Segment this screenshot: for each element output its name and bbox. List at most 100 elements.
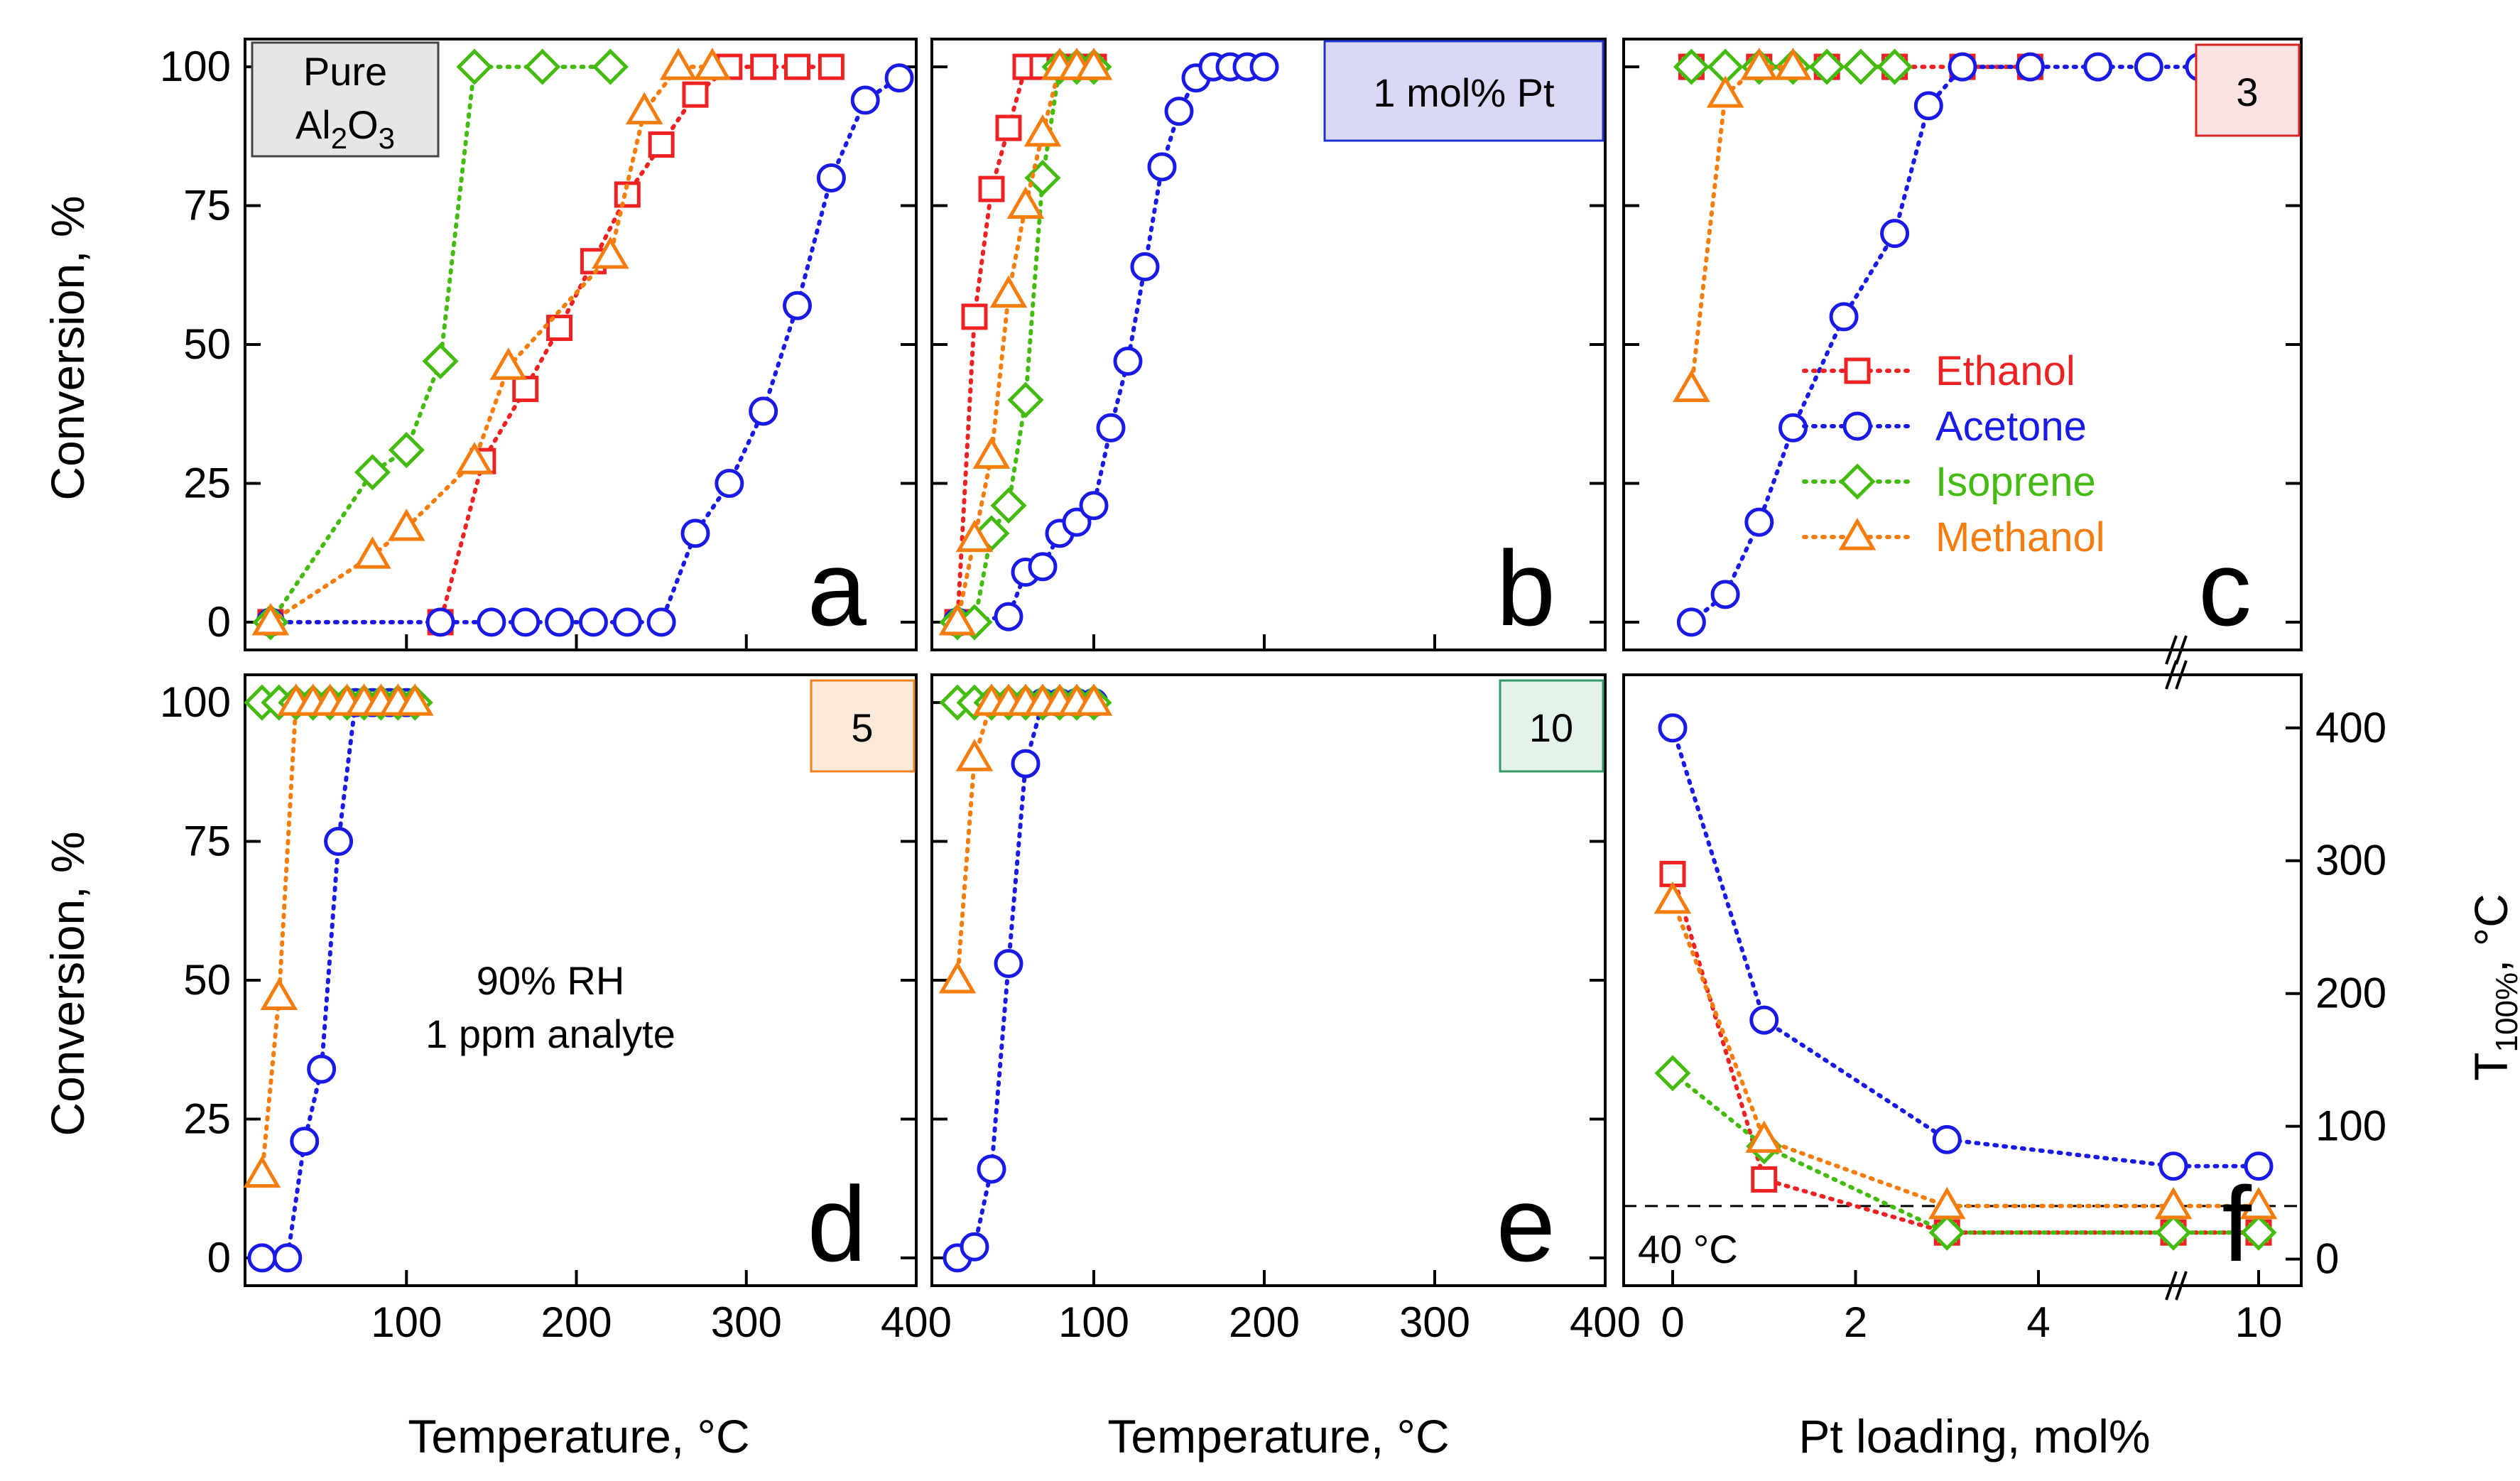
data-point-acetone [511,607,541,637]
data-point-methanol [938,602,977,636]
data-point-acetone [1880,219,1910,249]
data-point-acetone [307,1054,337,1084]
panel-letter: e [1497,1164,1555,1284]
data-point-acetone [749,396,778,426]
data-point-ethanol [961,303,988,330]
panel-f-frame [1622,673,2303,1287]
a-y-tick-label: 0 [207,598,231,646]
badge-box [1499,679,1604,773]
panel-a: 0 25 50 75 100 a Pure Al2O3 [160,38,918,651]
data-point-acetone [545,607,575,637]
series-line-acetone [268,75,902,624]
panel-letter: d [808,1164,867,1284]
series-line-methanol [955,700,1096,982]
data-point-acetone [1778,413,1808,443]
data-point-acetone [612,607,642,637]
data-point-acetone [425,607,455,637]
data-point-acetone [578,607,608,637]
data-point-acetone [994,949,1023,979]
legend-label-ethanol: Ethanol [1935,348,2075,394]
data-point-methanol [260,977,298,1010]
data-point-methanol [1774,48,1812,80]
panel-b: b 1 mol% Pt [930,38,1607,651]
right-axis-label-sub: 100% [2489,972,2520,1053]
badge-line1: Pure [303,49,387,94]
data-point-methanol [1075,683,1113,716]
data-point-methanol [989,275,1028,308]
data-point-methanol [396,683,434,716]
data-point-acetone [2158,1151,2188,1181]
data-point-acetone [1011,749,1041,779]
f-axis-break-mark [2165,1271,2178,1301]
d-y-tick-label: 100 [160,678,231,726]
a-y-tick-label: 25 [183,459,231,506]
data-point-isoprene [990,487,1027,524]
legend-label-isoprene: Isoprene [1935,459,2096,505]
badge-box [251,41,440,158]
data-point-methanol [955,739,994,771]
data-point-acetone [477,607,506,637]
x-axis-label-1: Temperature, °C [408,1410,749,1463]
data-point-acetone [1028,552,1058,582]
data-point-isoprene [1007,381,1044,418]
series-line-methanol [259,700,418,1177]
data-point-acetone [884,63,914,93]
series-line-methanol [955,65,1096,624]
f-axis-break-mark [2175,1271,2188,1301]
e-x-tick-label: 300 [1399,1298,1470,1346]
c-axis-break-mark [2165,635,2178,665]
data-point-isoprene [1928,1214,1965,1251]
series-line-acetone [259,700,409,1260]
right-axis-label: T100%, °C [2465,894,2520,1081]
data-point-methanol [938,961,977,994]
f-x-tick-label: 4 [2026,1298,2050,1346]
series-line-methanol [1689,65,1796,391]
panel-letter: a [808,528,867,648]
badge-line2-part: 2 [331,121,347,155]
legend-label-acetone: Acetone [1935,403,2087,450]
data-point-acetone [2083,52,2113,82]
data-point-methanol [1706,75,1744,108]
panel-letter: b [1497,528,1555,648]
series-line-acetone [955,700,1096,1260]
x-axis-label-2: Temperature, °C [1107,1410,1449,1463]
data-point-acetone [960,1232,989,1262]
data-point-methanol [1023,114,1062,147]
data-point-ethanol [818,53,844,80]
data-point-methanol [1740,48,1778,80]
f-right-tick-label: 100 [2315,1102,2386,1150]
a-y-tick-label: 100 [160,43,231,90]
right-axis-label-unit: , °C [2465,894,2517,972]
f-x-tick-label: 10 [2235,1298,2283,1346]
data-point-acetone [247,1243,277,1273]
data-point-acetone [1096,413,1126,443]
legend-marker-methanol [1838,518,1877,550]
data-point-isoprene [1842,48,1879,85]
data-point-isoprene [1808,48,1845,85]
data-point-isoprene [592,48,629,85]
data-point-acetone [1062,507,1092,537]
data-point-methanol [243,1155,281,1188]
f-right-tick-label: 400 [2315,704,2386,752]
data-point-isoprene [1673,48,1710,85]
panel-letter: f [2222,1164,2252,1284]
f-axis-break-mark [2175,660,2188,690]
data-point-acetone [977,1154,1006,1184]
series-line-isoprene [1671,1070,2261,1235]
f-x-tick-label: 2 [1844,1298,1867,1346]
data-point-methanol [387,509,425,541]
data-point-methanol [972,436,1011,469]
data-point-acetone [1147,152,1177,182]
data-point-acetone [646,607,676,637]
data-point-acetone [1079,491,1109,521]
series-line-acetone [1671,725,2261,1168]
d-x-tick-label: 100 [371,1298,442,1346]
data-point-methanol [693,48,732,80]
data-point-methanol [2239,1186,2278,1220]
data-point-methanol [659,48,697,80]
d-x-tick-label: 200 [541,1298,612,1346]
panel-c: c 3 Ethanol Acetone Isoprene Methanol [1622,38,2303,665]
data-point-methanol [1928,1186,1966,1220]
data-point-acetone [1913,91,1943,121]
data-point-methanol [625,92,663,125]
